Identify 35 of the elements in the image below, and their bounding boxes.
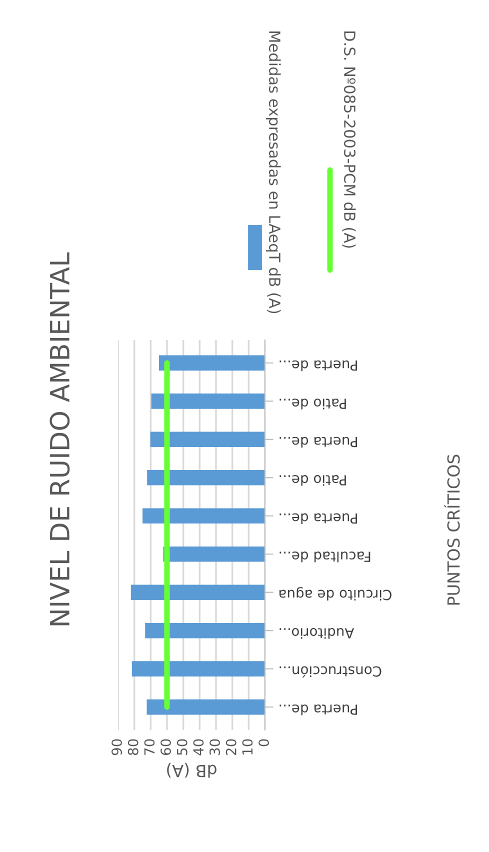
x-tick-label: 80 [128, 739, 138, 756]
x-tick-label: 40 [193, 739, 204, 756]
y-tick-label: Auditorio... [280, 628, 354, 639]
bar [130, 584, 265, 600]
bar [145, 622, 265, 638]
y-tick-label: Facultad de... [280, 552, 370, 562]
y-tick-label: Construcción... [280, 666, 382, 678]
bar [132, 661, 265, 676]
y-tick-label: Puerta de... [280, 436, 357, 448]
x-axis-title: dB (A) [167, 762, 216, 778]
bar [147, 470, 265, 486]
y-tick-label: Circuito de agua [279, 587, 392, 601]
bar [158, 355, 265, 371]
x-tick-label: 10 [242, 739, 253, 754]
bar [151, 394, 265, 409]
text: Medidas expresadas en LAeqT dB (A) [266, 32, 281, 314]
x-tick-label: 30 [210, 739, 220, 755]
bar [150, 432, 265, 448]
y-tick-label: Puerta de... [280, 513, 357, 524]
y-tick-label: Puerta de... [280, 704, 357, 716]
x-tick-label: 60 [160, 739, 172, 756]
bar [142, 508, 265, 524]
bar [163, 546, 265, 562]
text: D.S. Nº085-2003-PCM dB (A) [342, 32, 356, 248]
text: PUNTOS CRÍTICOS [444, 454, 460, 605]
x-tick-label: 50 [176, 739, 188, 755]
x-tick-label: 70 [144, 739, 155, 755]
y-tick-label: Patio de... [280, 475, 346, 486]
x-tick-label: 90 [112, 739, 122, 756]
y-tick-label: Puerta de... [280, 360, 357, 372]
y-tick-label: Patio de... [280, 398, 346, 410]
x-tick-label: 0 [258, 739, 270, 746]
x-tick-label: 20 [226, 739, 236, 755]
text: NIVEL DE RUIDO AMBIENTAL [50, 252, 70, 626]
bar [146, 699, 265, 715]
